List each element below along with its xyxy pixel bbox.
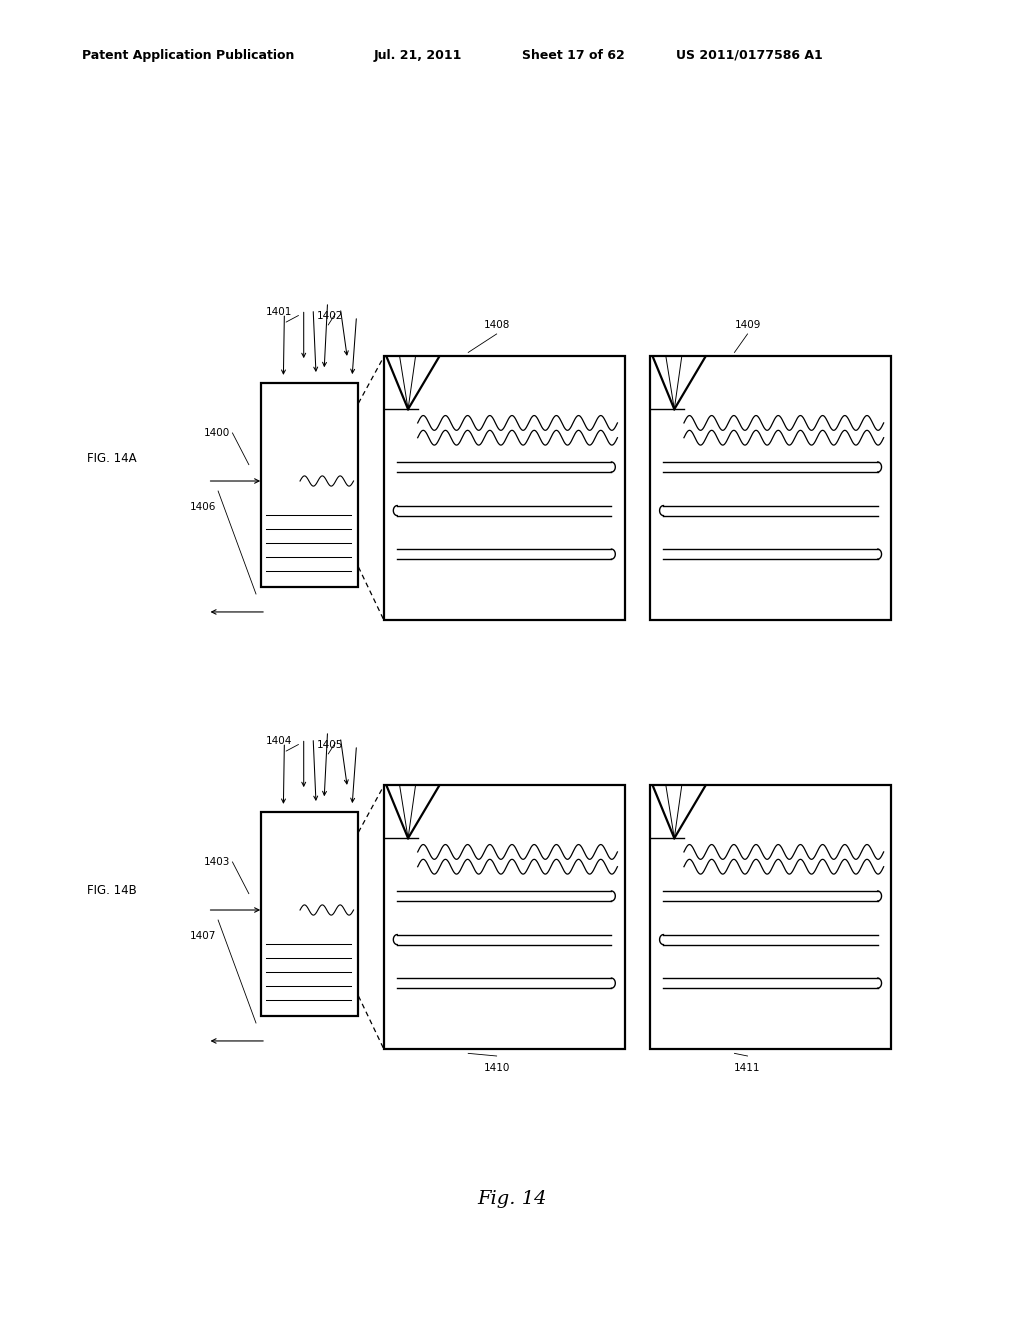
Text: 1405: 1405 xyxy=(316,739,343,750)
Text: Patent Application Publication: Patent Application Publication xyxy=(82,49,294,62)
Text: Fig. 14: Fig. 14 xyxy=(477,1189,547,1208)
Text: 1411: 1411 xyxy=(734,1063,761,1073)
Bar xyxy=(261,812,358,1016)
Bar xyxy=(384,356,625,620)
Bar xyxy=(650,356,891,620)
Text: 1408: 1408 xyxy=(483,319,510,330)
Text: 1407: 1407 xyxy=(189,931,216,941)
Bar xyxy=(384,785,625,1049)
Text: 1406: 1406 xyxy=(189,502,216,512)
Text: Jul. 21, 2011: Jul. 21, 2011 xyxy=(374,49,462,62)
Text: 1402: 1402 xyxy=(316,310,343,321)
Text: US 2011/0177586 A1: US 2011/0177586 A1 xyxy=(676,49,822,62)
Text: 1403: 1403 xyxy=(204,857,230,867)
Text: 1410: 1410 xyxy=(483,1063,510,1073)
Text: Sheet 17 of 62: Sheet 17 of 62 xyxy=(522,49,625,62)
Text: 1400: 1400 xyxy=(204,428,230,438)
Text: 1401: 1401 xyxy=(265,306,292,317)
Bar xyxy=(261,383,358,587)
Text: 1404: 1404 xyxy=(265,735,292,746)
Bar xyxy=(650,785,891,1049)
Text: FIG. 14A: FIG. 14A xyxy=(87,451,136,465)
Text: FIG. 14B: FIG. 14B xyxy=(87,884,137,898)
Text: 1409: 1409 xyxy=(734,319,761,330)
